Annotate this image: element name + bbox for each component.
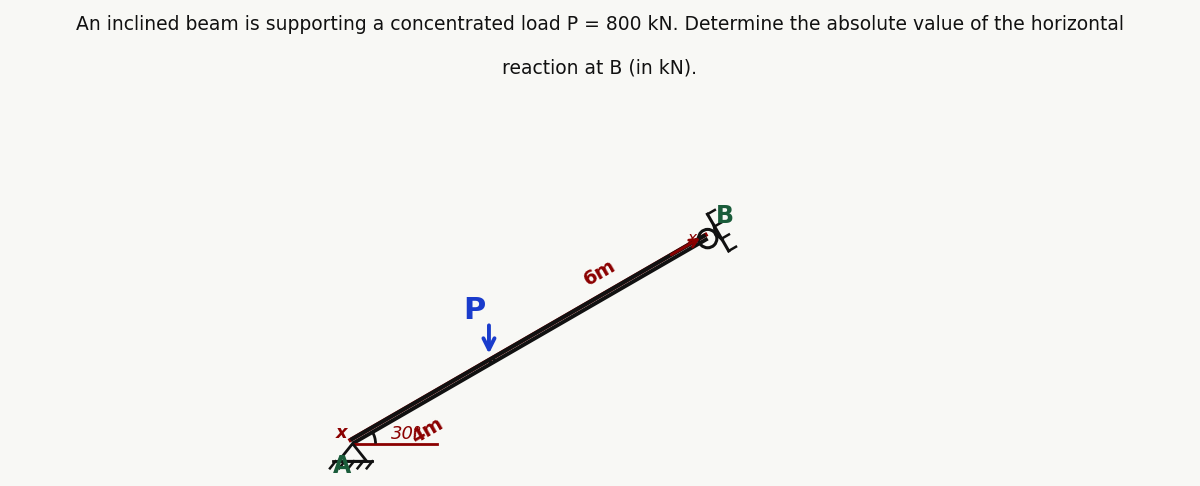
Text: 4m: 4m <box>407 414 446 447</box>
Text: x: x <box>336 424 348 442</box>
Text: An inclined beam is supporting a concentrated load P = 800 kN. Determine the abs: An inclined beam is supporting a concent… <box>76 15 1124 34</box>
Text: A: A <box>332 454 352 478</box>
Text: P: P <box>463 296 485 325</box>
Text: x: x <box>688 231 697 246</box>
Text: 30°: 30° <box>391 425 424 443</box>
Text: 6m: 6m <box>581 257 619 290</box>
Text: reaction at B (in kN).: reaction at B (in kN). <box>503 58 697 77</box>
Text: B: B <box>716 204 734 228</box>
